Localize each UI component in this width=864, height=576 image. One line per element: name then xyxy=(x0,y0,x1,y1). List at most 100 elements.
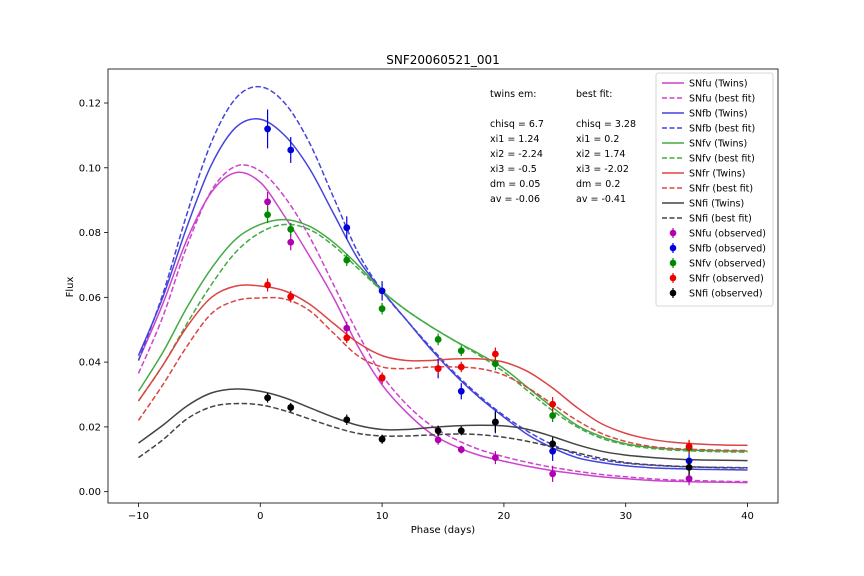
annotation-line: xi1 = 1.24 xyxy=(490,134,539,145)
legend-swatch xyxy=(669,244,677,252)
data-point xyxy=(287,146,295,154)
annotation-line: chisq = 6.7 xyxy=(490,119,544,130)
annotation-line: xi3 = -0.5 xyxy=(490,164,537,175)
data-point xyxy=(434,336,442,343)
legend-item: SNfb (best fit) xyxy=(662,124,755,135)
data-point xyxy=(434,365,442,372)
data-point xyxy=(343,256,351,264)
data-point xyxy=(685,475,693,483)
axes-frame xyxy=(107,68,779,504)
data-point xyxy=(378,435,386,443)
data-point xyxy=(264,211,271,219)
x-tick-label: −10 xyxy=(128,511,149,522)
legend-item: SNfr (observed) xyxy=(669,273,764,285)
annotation-line: av = -0.41 xyxy=(576,194,626,205)
legend-label: SNfi (best fit) xyxy=(689,214,752,225)
legend-item: SNfi (Twins) xyxy=(662,199,744,210)
legend-label: SNfv (observed) xyxy=(689,259,766,270)
legend-item: SNfi (observed) xyxy=(669,288,763,300)
data-point xyxy=(491,360,499,368)
data-point xyxy=(457,363,465,371)
data-point xyxy=(343,334,351,342)
x-tick-label: 0 xyxy=(257,511,263,522)
series-line-snfr-twins xyxy=(137,284,748,447)
series-line-snfi-twins xyxy=(138,388,748,462)
series-line-snfi-best-fit xyxy=(138,402,748,469)
legend-item: SNfu (best fit) xyxy=(662,94,755,105)
legend-item: SNfr (best fit) xyxy=(662,184,753,195)
legend-swatch xyxy=(669,259,677,267)
legend-box xyxy=(655,72,774,307)
legend-label: SNfb (observed) xyxy=(689,244,766,255)
data-point xyxy=(287,238,295,246)
data-point xyxy=(549,447,557,455)
series-line-snfv-best-fit xyxy=(137,223,748,453)
annotation-line: dm = 0.05 xyxy=(490,179,540,190)
legend-label: SNfb (Twins) xyxy=(689,109,748,120)
data-point xyxy=(264,394,271,402)
data-point xyxy=(457,347,465,355)
legend-label: SNfr (best fit) xyxy=(689,184,753,195)
legend-item: SNfu (observed) xyxy=(669,228,766,240)
annotation-line: chisq = 3.28 xyxy=(576,119,636,130)
data-point xyxy=(343,416,351,424)
legend-label: SNfu (best fit) xyxy=(689,94,755,105)
legend-item: SNfv (Twins) xyxy=(662,139,747,150)
data-point xyxy=(378,305,386,313)
legend-item: SNfr (Twins) xyxy=(662,169,745,180)
data-point xyxy=(378,374,386,382)
series-points-snfr-observed xyxy=(264,278,693,453)
y-tick-label: 0.10 xyxy=(79,163,101,174)
y-tick-label: 0.00 xyxy=(79,487,101,498)
data-point xyxy=(264,198,271,206)
series-line-snfv-twins xyxy=(137,218,748,452)
data-point xyxy=(457,387,465,395)
annotation-line: twins em: xyxy=(490,89,536,100)
series-points-snfi-observed xyxy=(264,392,693,476)
series-line-snfu-best-fit xyxy=(137,164,748,483)
legend-label: SNfr (Twins) xyxy=(689,169,745,180)
chart-title: SNF20060521_001 xyxy=(386,53,499,67)
data-point xyxy=(457,427,465,435)
series-line-snfr-best-fit xyxy=(137,296,748,452)
annotation-line: xi2 = 1.74 xyxy=(576,149,625,160)
y-tick-label: 0.02 xyxy=(79,422,101,433)
legend-label: SNfv (Twins) xyxy=(689,139,747,150)
annotation-line: av = -0.06 xyxy=(490,194,540,205)
legend-item: SNfb (Twins) xyxy=(662,109,748,120)
x-tick-label: 40 xyxy=(741,511,754,522)
legend-item: SNfv (best fit) xyxy=(662,154,755,165)
data-point xyxy=(685,442,693,450)
annotation-line: xi2 = -2.24 xyxy=(490,149,543,160)
plot-area: −10 0 10 20 30 40 0.00 0.02 0.04 0.06 0.08 0.10 0.12 xyxy=(79,68,779,522)
legend: SNfu (Twins) SNfu (best fit) SNfb (Twins) S… xyxy=(655,72,774,307)
annotation-line: dm = 0.2 xyxy=(576,179,620,190)
data-point xyxy=(491,418,499,426)
legend-label: SNfi (Twins) xyxy=(689,199,744,210)
series-line-snfb-best-fit xyxy=(137,85,748,469)
annotation-line: best fit: xyxy=(576,89,612,100)
data-point xyxy=(378,287,386,295)
legend-swatch xyxy=(669,229,677,237)
data-point xyxy=(434,427,442,435)
data-point xyxy=(343,324,351,332)
data-point xyxy=(343,224,351,232)
data-point xyxy=(434,436,442,444)
x-axis-label: Phase (days) xyxy=(411,525,476,536)
legend-label: SNfi (observed) xyxy=(689,289,763,300)
x-tick-label: 10 xyxy=(376,511,389,522)
data-point xyxy=(287,404,295,411)
y-tick-label: 0.12 xyxy=(79,99,101,110)
legend-label: SNfb (best fit) xyxy=(689,124,755,135)
legend-item: SNfb (observed) xyxy=(669,243,766,255)
legend-swatch xyxy=(669,289,677,297)
legend-item: SNfv (observed) xyxy=(669,258,766,270)
legend-label: SNfr (observed) xyxy=(689,274,764,285)
x-tick-label: 20 xyxy=(498,511,511,522)
data-point xyxy=(264,281,271,289)
data-point xyxy=(685,463,693,471)
fit-parameters-annotation: twins em: chisq = 6.7 xi1 = 1.24 xi2 = -2.2… xyxy=(490,89,636,205)
data-point xyxy=(549,470,557,478)
annotation-line: xi3 = -2.02 xyxy=(576,164,629,175)
